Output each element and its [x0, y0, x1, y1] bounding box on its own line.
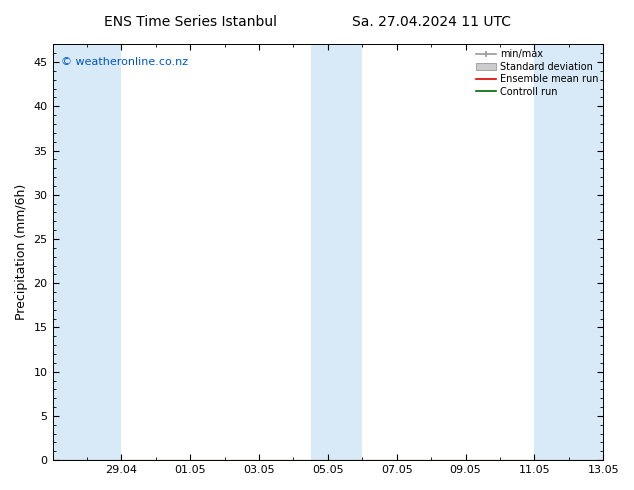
- Bar: [534, 45, 603, 460]
- Text: ENS Time Series Istanbul: ENS Time Series Istanbul: [104, 15, 276, 29]
- Bar: [311, 45, 362, 460]
- Text: © weatheronline.co.nz: © weatheronline.co.nz: [61, 57, 188, 67]
- Legend: min/max, Standard deviation, Ensemble mean run, Controll run: min/max, Standard deviation, Ensemble me…: [477, 49, 598, 97]
- Bar: [53, 45, 121, 460]
- Text: Sa. 27.04.2024 11 UTC: Sa. 27.04.2024 11 UTC: [352, 15, 510, 29]
- Y-axis label: Precipitation (mm/6h): Precipitation (mm/6h): [15, 184, 28, 320]
